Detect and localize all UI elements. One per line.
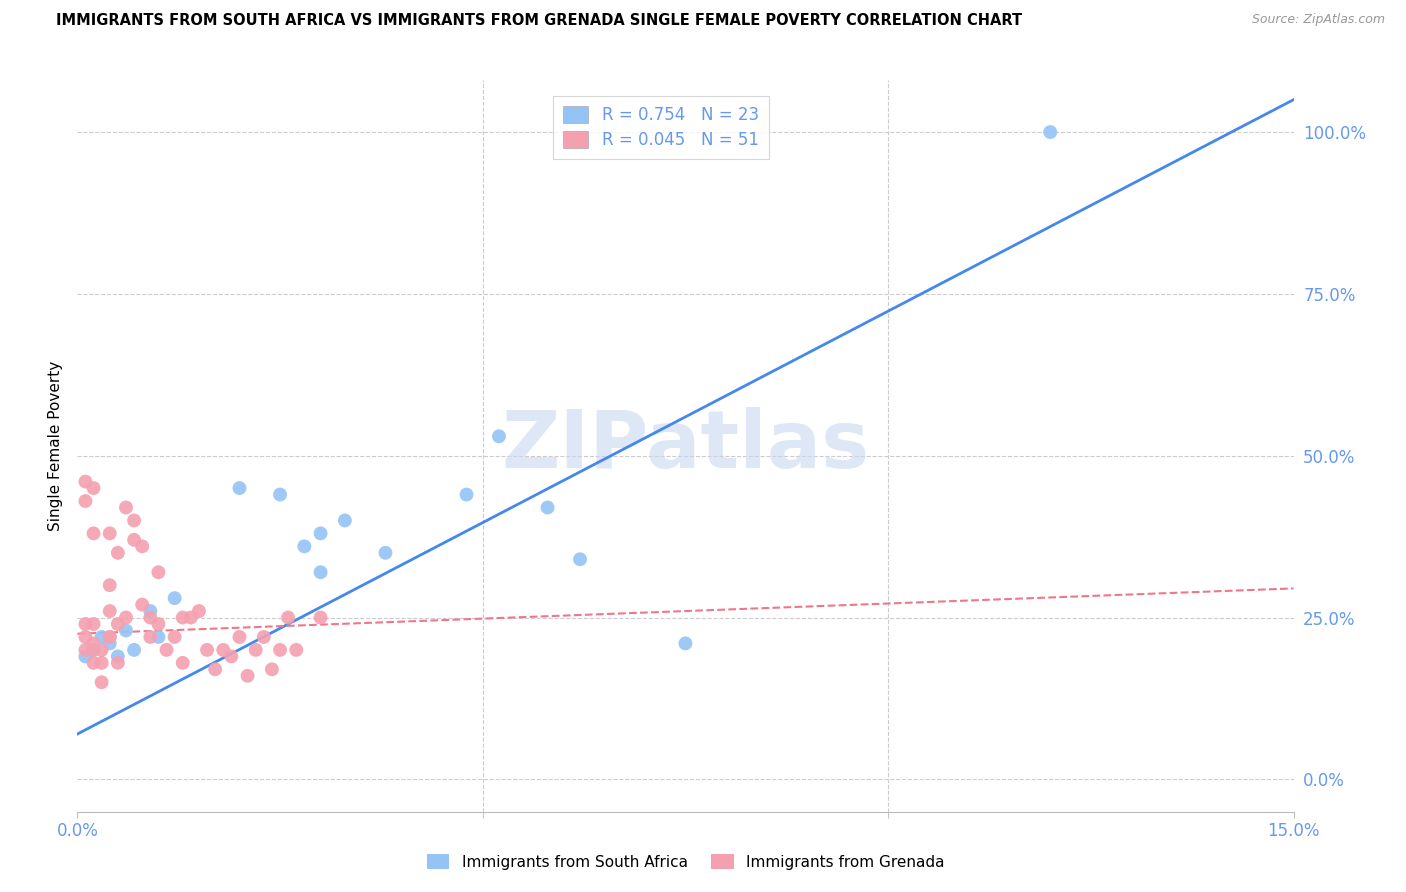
Point — [228, 630, 250, 644]
Point — [90, 643, 112, 657]
Point — [90, 630, 112, 644]
Point — [83, 643, 105, 657]
Point — [75, 617, 97, 632]
Point — [83, 636, 105, 650]
Point — [456, 487, 478, 501]
Point — [333, 513, 356, 527]
Point — [569, 552, 592, 566]
Point — [180, 610, 202, 624]
Point — [1039, 125, 1062, 139]
Point — [204, 662, 226, 676]
Point — [131, 598, 153, 612]
Point — [172, 656, 194, 670]
Point — [90, 675, 112, 690]
Point — [195, 643, 218, 657]
Point — [83, 526, 105, 541]
Point — [228, 481, 250, 495]
Point — [260, 662, 283, 676]
Point — [269, 643, 291, 657]
Point — [131, 539, 153, 553]
Point — [309, 610, 332, 624]
Point — [83, 656, 105, 670]
Point — [277, 610, 299, 624]
Point — [188, 604, 211, 618]
Point — [75, 494, 97, 508]
Point — [98, 578, 121, 592]
Point — [292, 539, 315, 553]
Point — [253, 630, 276, 644]
Point — [75, 643, 97, 657]
Point — [148, 630, 170, 644]
Point — [107, 656, 129, 670]
Point — [122, 643, 145, 657]
Point — [98, 630, 121, 644]
Point — [122, 533, 145, 547]
Point — [245, 643, 267, 657]
Point — [236, 669, 259, 683]
Point — [98, 636, 121, 650]
Point — [488, 429, 510, 443]
Point — [75, 630, 97, 644]
Point — [139, 630, 162, 644]
Point — [269, 487, 291, 501]
Point — [536, 500, 558, 515]
Point — [107, 649, 129, 664]
Point — [163, 630, 186, 644]
Point — [221, 649, 243, 664]
Point — [139, 604, 162, 618]
Point — [374, 546, 396, 560]
Point — [83, 643, 105, 657]
Text: IMMIGRANTS FROM SOUTH AFRICA VS IMMIGRANTS FROM GRENADA SINGLE FEMALE POVERTY CO: IMMIGRANTS FROM SOUTH AFRICA VS IMMIGRAN… — [56, 13, 1022, 29]
Point — [309, 526, 332, 541]
Point — [285, 643, 308, 657]
Point — [115, 610, 138, 624]
Point — [122, 513, 145, 527]
Point — [115, 500, 138, 515]
Point — [172, 610, 194, 624]
Point — [148, 566, 170, 580]
Point — [163, 591, 186, 606]
Point — [98, 604, 121, 618]
Point — [107, 617, 129, 632]
Point — [75, 649, 97, 664]
Text: Source: ZipAtlas.com: Source: ZipAtlas.com — [1251, 13, 1385, 27]
Point — [148, 617, 170, 632]
Point — [75, 475, 97, 489]
Point — [98, 630, 121, 644]
Point — [212, 643, 235, 657]
Point — [107, 546, 129, 560]
Point — [309, 566, 332, 580]
Point — [98, 526, 121, 541]
Point — [83, 617, 105, 632]
Point — [675, 636, 697, 650]
Point — [90, 656, 112, 670]
Text: ZIPatlas: ZIPatlas — [502, 407, 869, 485]
Point — [139, 610, 162, 624]
Y-axis label: Single Female Poverty: Single Female Poverty — [48, 361, 63, 531]
Point — [83, 481, 105, 495]
Point — [155, 643, 177, 657]
Point — [115, 624, 138, 638]
Legend: Immigrants from South Africa, Immigrants from Grenada: Immigrants from South Africa, Immigrants… — [419, 846, 952, 877]
